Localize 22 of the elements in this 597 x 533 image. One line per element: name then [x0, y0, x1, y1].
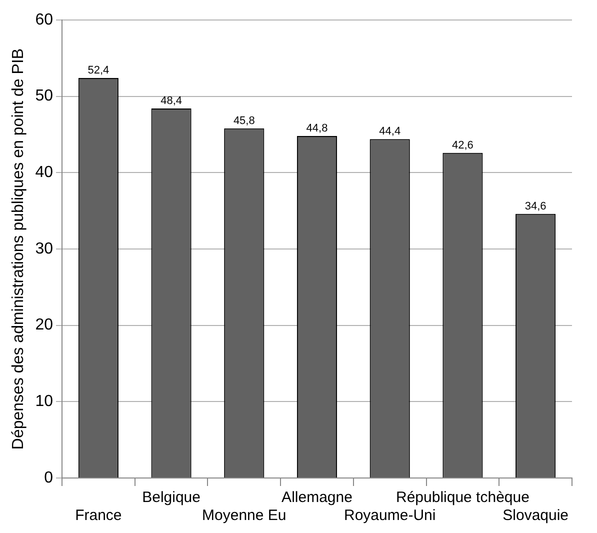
x-tick-label: Allemagne	[282, 489, 352, 506]
y-tick-label: 20	[35, 316, 54, 334]
data-label: 52,4	[88, 64, 110, 77]
y-tick-label: 40	[35, 164, 54, 182]
data-label: 44,8	[306, 122, 328, 135]
x-tick-label: République tchèque	[396, 489, 530, 506]
y-tick-label: 0	[44, 469, 54, 486]
y-tick-label: 50	[35, 88, 54, 105]
data-label: 34,6	[524, 200, 546, 212]
data-label: 48,4	[160, 95, 182, 108]
x-tick-label: Moyenne Eu	[202, 507, 286, 524]
y-tick-label: 30	[35, 240, 54, 258]
y-tick-label: 10	[35, 393, 54, 410]
data-label: 45,8	[233, 114, 255, 127]
y-tick-label: 60	[35, 11, 54, 28]
x-tick-label: France	[75, 507, 122, 524]
y-axis-title: Dépenses des administrations publiques en point de PIB	[10, 48, 28, 450]
x-tick-label: Royaume-Uni	[344, 507, 436, 524]
x-tick-label: Slovaquie	[502, 507, 569, 524]
data-label: 42,6	[452, 139, 474, 152]
data-label: 44,4	[379, 126, 401, 138]
x-tick-label: Belgique	[142, 489, 200, 506]
